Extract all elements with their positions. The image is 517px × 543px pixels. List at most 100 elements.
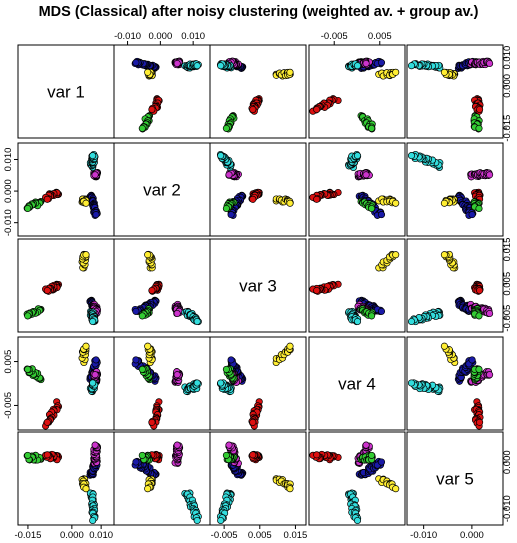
point bbox=[353, 62, 362, 70]
point bbox=[82, 199, 90, 207]
point bbox=[368, 451, 376, 459]
point bbox=[476, 286, 484, 295]
point bbox=[132, 458, 140, 466]
y-tick-label: 0.015 bbox=[502, 238, 513, 262]
y-tick-label: 0.005 bbox=[3, 350, 14, 374]
point bbox=[468, 211, 476, 219]
point bbox=[144, 251, 152, 259]
point bbox=[286, 199, 294, 207]
point bbox=[249, 451, 257, 459]
x-tick-label: -0.010 bbox=[410, 530, 437, 541]
point bbox=[82, 251, 90, 259]
point bbox=[286, 485, 294, 493]
point bbox=[392, 251, 400, 259]
x-tick-label: -0.010 bbox=[114, 31, 141, 42]
point bbox=[249, 418, 257, 426]
point bbox=[225, 171, 233, 179]
point bbox=[368, 204, 376, 213]
point bbox=[486, 171, 494, 179]
point bbox=[138, 124, 146, 132]
point bbox=[476, 105, 484, 114]
panel-3-1 bbox=[17, 238, 115, 333]
point bbox=[24, 451, 32, 459]
point bbox=[475, 365, 483, 373]
point bbox=[138, 312, 146, 320]
point bbox=[377, 307, 386, 315]
point bbox=[144, 485, 152, 493]
y-tick-label: -0.010 bbox=[502, 495, 513, 522]
point bbox=[475, 204, 483, 213]
point bbox=[132, 356, 140, 364]
diagonal-label-1: var 1 bbox=[47, 83, 85, 102]
point bbox=[362, 441, 370, 449]
point bbox=[148, 105, 156, 114]
point bbox=[24, 365, 32, 373]
point bbox=[217, 379, 225, 387]
point bbox=[392, 485, 400, 493]
point bbox=[91, 171, 99, 179]
point bbox=[138, 451, 146, 459]
panel-1-5 bbox=[406, 44, 504, 139]
x-tick-label: -0.005 bbox=[211, 530, 238, 541]
point bbox=[313, 195, 321, 203]
point bbox=[313, 451, 321, 459]
x-tick-label: 0.010 bbox=[181, 31, 205, 42]
point bbox=[217, 152, 225, 160]
y-tick-label: 0.010 bbox=[502, 46, 513, 70]
point bbox=[132, 307, 140, 315]
x-tick-label: 0.000 bbox=[60, 530, 84, 541]
panel-1-4 bbox=[308, 44, 406, 139]
panel-2-3 bbox=[209, 142, 307, 237]
panel-2-5 bbox=[406, 142, 504, 237]
y-tick-label: 0.000 bbox=[502, 450, 513, 474]
point bbox=[353, 516, 362, 525]
chart-title: MDS (Classical) after noisy clustering (… bbox=[38, 4, 479, 20]
point bbox=[407, 317, 416, 326]
y-tick-label: 0.000 bbox=[502, 74, 513, 98]
point bbox=[362, 171, 370, 179]
point bbox=[89, 379, 97, 387]
point bbox=[407, 152, 416, 160]
point bbox=[286, 342, 294, 350]
point bbox=[313, 286, 321, 295]
point bbox=[24, 204, 32, 213]
point bbox=[89, 152, 97, 160]
panel-4-1 bbox=[17, 336, 115, 431]
point bbox=[222, 365, 230, 373]
x-tick-label: -0.015 bbox=[14, 530, 41, 541]
y-tick-label: 0.010 bbox=[3, 148, 14, 172]
point bbox=[148, 418, 156, 426]
x-tick-label: -0.005 bbox=[321, 31, 348, 42]
diagonal-label-3: var 3 bbox=[239, 277, 277, 296]
point bbox=[249, 195, 257, 203]
panel-2-4 bbox=[308, 142, 406, 237]
point bbox=[91, 371, 99, 379]
point bbox=[193, 379, 201, 387]
point bbox=[440, 342, 448, 350]
point bbox=[193, 317, 201, 326]
point bbox=[225, 441, 233, 449]
point bbox=[82, 342, 90, 350]
x-tick-label: 0.005 bbox=[248, 530, 272, 541]
point bbox=[43, 418, 51, 426]
point bbox=[440, 68, 448, 76]
y-tick-label: -0.015 bbox=[502, 115, 513, 142]
point bbox=[144, 68, 152, 76]
point bbox=[173, 441, 181, 449]
y-tick-label: -0.010 bbox=[3, 209, 14, 236]
point bbox=[486, 371, 494, 379]
point bbox=[353, 152, 362, 160]
x-tick-label: 0.015 bbox=[284, 530, 308, 541]
point bbox=[377, 59, 386, 67]
point bbox=[227, 356, 235, 364]
point bbox=[286, 68, 294, 76]
point bbox=[475, 124, 483, 132]
point bbox=[43, 451, 51, 459]
point bbox=[486, 59, 494, 68]
point bbox=[440, 199, 448, 207]
point bbox=[92, 211, 100, 219]
point bbox=[193, 516, 201, 525]
point bbox=[377, 458, 386, 466]
point bbox=[476, 418, 484, 426]
diagonal-label-2: var 2 bbox=[143, 181, 181, 200]
